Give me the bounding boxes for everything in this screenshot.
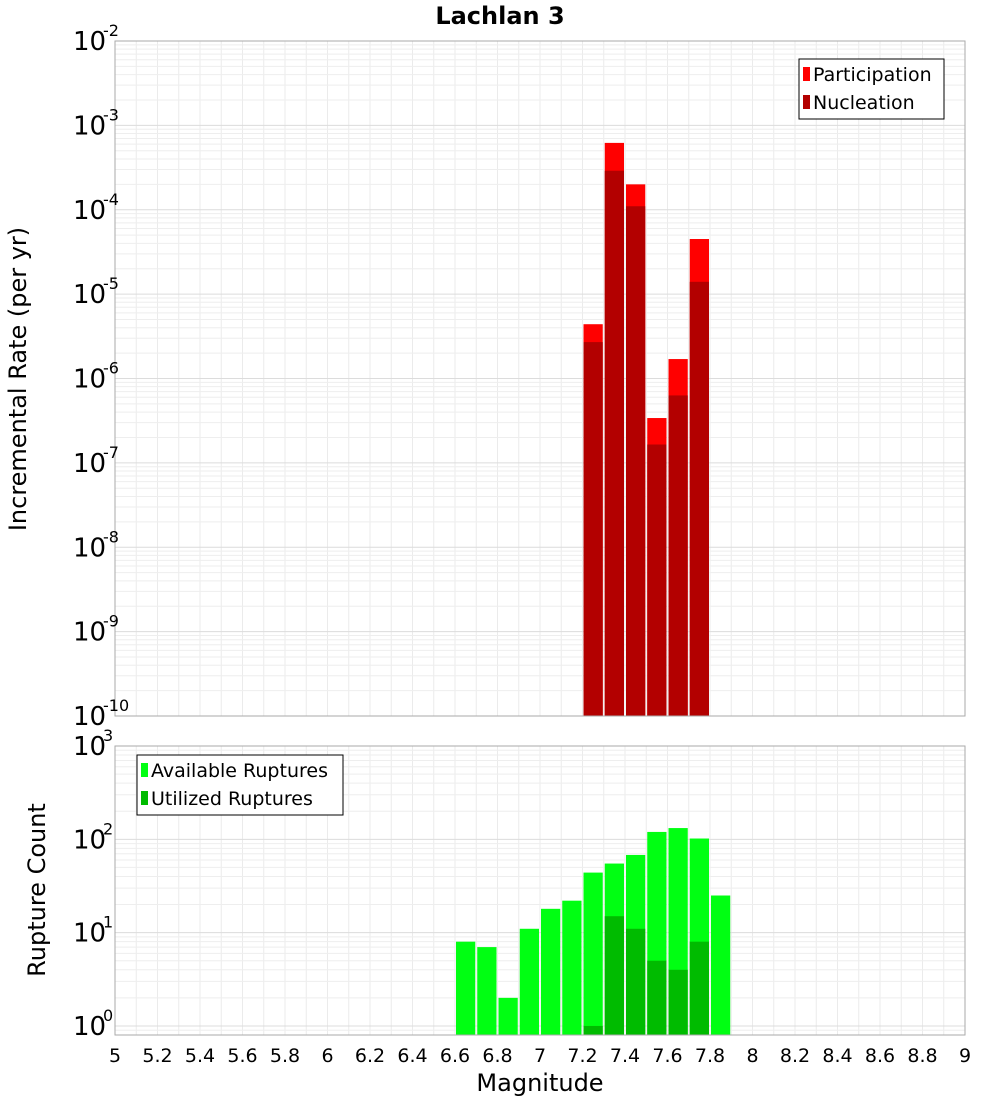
rate-y-tick-label: 10 (73, 533, 106, 563)
count-bar-utilized-ruptures (668, 969, 688, 1035)
count-bar-utilized-ruptures (626, 928, 646, 1035)
count-y-tick-label: 10 (73, 1012, 106, 1042)
count-bar-utilized-ruptures (647, 960, 667, 1035)
rate-plot-border (114, 40, 966, 717)
x-tick-label: 7 (534, 1045, 546, 1067)
rate-bar-nucleation (647, 444, 667, 716)
count-y-tick-exponent: 1 (103, 913, 113, 932)
x-tick-label: 5.4 (185, 1045, 215, 1067)
x-tick-label: 8.2 (780, 1045, 810, 1067)
rate-y-tick-label: 10 (73, 196, 106, 226)
x-tick-label: 6 (321, 1045, 333, 1067)
count-legend: Available Ruptures Utilized Ruptures (136, 754, 344, 816)
rate-bar-nucleation (668, 395, 688, 716)
rate-y-tick-label: 10 (73, 280, 106, 310)
x-tick-label: 6.2 (355, 1045, 385, 1067)
x-tick-label: 7.4 (610, 1045, 640, 1067)
x-tick-label: 6.8 (482, 1045, 512, 1067)
count-y-tick-exponent: 3 (103, 726, 113, 745)
rate-y-tick-exponent: -10 (103, 696, 129, 715)
x-tick-label: 6.6 (440, 1045, 470, 1067)
rate-bar-nucleation (583, 342, 603, 716)
rate-y-tick-label: 10 (73, 27, 106, 57)
x-tick-label: 5.2 (142, 1045, 172, 1067)
rate-y-tick-exponent: -8 (103, 527, 119, 546)
count-y-tick-label: 10 (73, 919, 106, 949)
rate-y-tick-label: 10 (73, 702, 106, 732)
count-bar-available-ruptures (477, 947, 497, 1035)
legend-label-participation: Participation (813, 64, 932, 86)
x-tick-label: 9 (959, 1045, 971, 1067)
count-bars (456, 828, 731, 1035)
rate-panel: 10-1010-910-810-710-610-510-410-310-2Par… (73, 21, 966, 732)
x-tick-label: 8.8 (907, 1045, 937, 1067)
rate-y-tick-exponent: -5 (103, 274, 119, 293)
legend-swatch-utilized-ruptures (141, 791, 148, 805)
count-bar-available-ruptures (541, 908, 561, 1035)
rate-y-tick-exponent: -9 (103, 612, 119, 631)
legend-label-available-ruptures: Available Ruptures (151, 760, 328, 782)
rate-y-tick-label: 10 (73, 449, 106, 479)
x-tick-label: 8 (746, 1045, 758, 1067)
x-tick-label: 8.4 (822, 1045, 852, 1067)
x-tick-label: 5.6 (227, 1045, 257, 1067)
legend-swatch-participation (803, 67, 810, 81)
rate-legend: Participation Nucleation (798, 58, 945, 120)
rate-bar-nucleation (604, 170, 624, 716)
rate-gridlines (114, 41, 966, 717)
rate-legend-box (798, 58, 945, 120)
x-tick-label: 5.8 (270, 1045, 300, 1067)
count-bar-available-ruptures (498, 997, 518, 1035)
count-bar-utilized-ruptures (583, 1025, 603, 1035)
count-legend-box (136, 754, 344, 816)
rate-y-tick-label: 10 (73, 618, 106, 648)
x-tick-labels: 5 5.2 5.4 5.6 5.8 6 6.2 6.4 6.6 6.8 7 7.2 7.4 7.6 7.8 8… (109, 1045, 971, 1067)
legend-swatch-available-ruptures (141, 763, 148, 777)
rate-y-tick-exponent: -2 (103, 21, 119, 40)
rate-y-tick-exponent: -4 (103, 190, 119, 209)
count-y-tick-label: 10 (73, 825, 106, 855)
x-tick-label: 7.2 (567, 1045, 597, 1067)
rate-y-tick-label: 10 (73, 111, 106, 141)
count-y-tick-exponent: 0 (103, 1006, 113, 1025)
x-tick-label: 7.8 (695, 1045, 725, 1067)
count-bar-utilized-ruptures (604, 916, 624, 1035)
x-tick-label: 5 (109, 1045, 121, 1067)
rate-bar-nucleation (689, 281, 709, 716)
count-bar-available-ruptures (456, 941, 476, 1035)
count-bar-available-ruptures (562, 900, 582, 1035)
rate-y-tick-exponent: -7 (103, 443, 119, 462)
y-axis-label-rate: Incremental Rate (per yr) (4, 227, 32, 531)
y-axis-label-count: Rupture Count (23, 803, 51, 977)
count-bar-available-ruptures (519, 928, 539, 1035)
x-tick-label: 8.6 (865, 1045, 895, 1067)
count-plot-border (114, 745, 966, 1036)
legend-swatch-nucleation (803, 95, 810, 109)
rate-bars (583, 142, 709, 717)
count-bar-utilized-ruptures (689, 941, 709, 1035)
rate-bar-nucleation (626, 206, 646, 716)
chart-title: Lachlan 3 (435, 2, 564, 30)
legend-label-nucleation: Nucleation (813, 92, 915, 114)
x-tick-label: 7.6 (652, 1045, 682, 1067)
count-y-tick-exponent: 2 (103, 819, 113, 838)
rate-y-tick-exponent: -3 (103, 105, 119, 124)
x-tick-label: 6.4 (397, 1045, 427, 1067)
count-bar-available-ruptures (583, 872, 603, 1035)
rate-y-tick-exponent: -6 (103, 359, 119, 378)
legend-label-utilized-ruptures: Utilized Ruptures (151, 788, 313, 810)
count-bar-available-ruptures (711, 895, 731, 1035)
rate-y-tick-label: 10 (73, 365, 106, 395)
count-y-tick-label: 10 (73, 732, 106, 762)
x-axis-label: Magnitude (476, 1069, 603, 1097)
